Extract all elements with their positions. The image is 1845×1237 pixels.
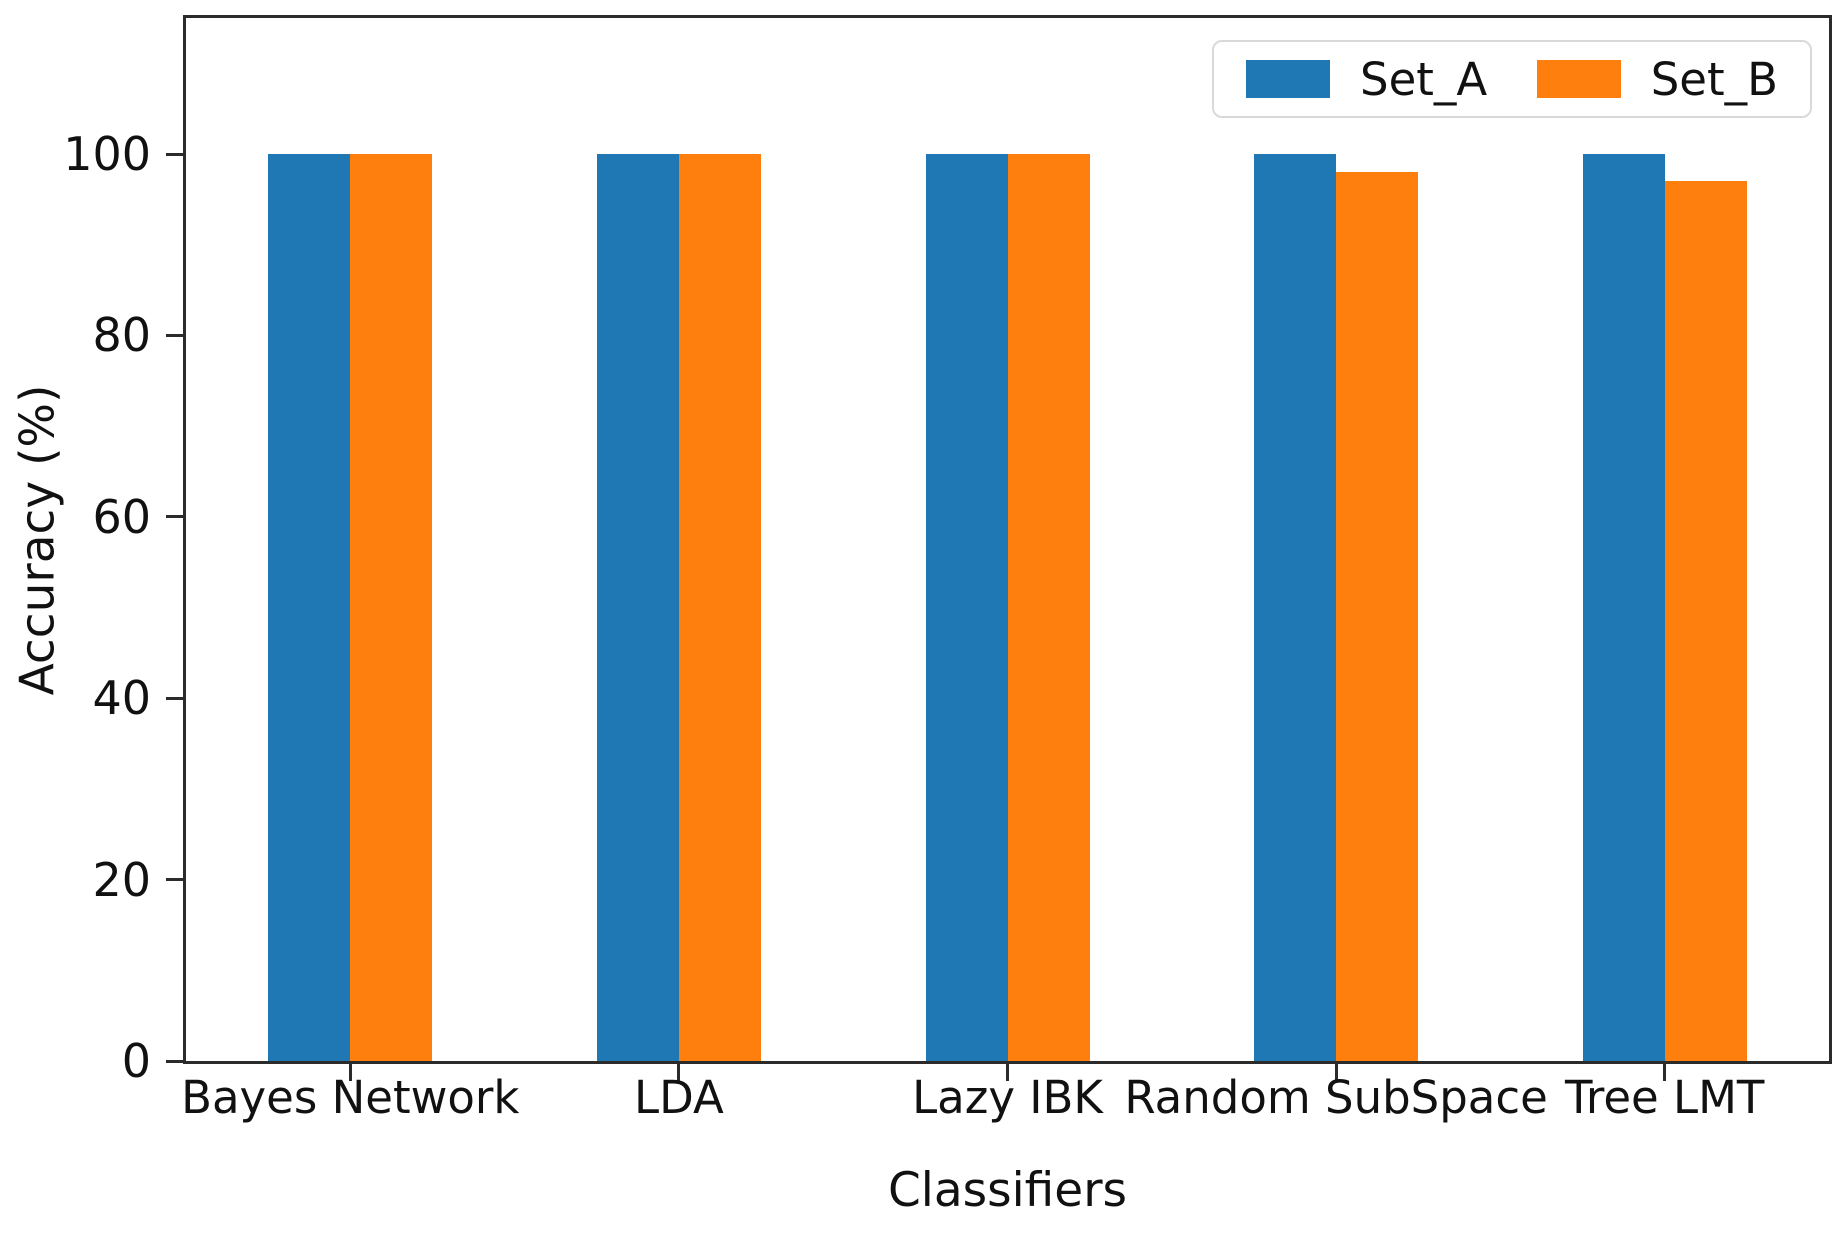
y-axis-title-text: Accuracy (%) <box>10 384 66 696</box>
bar-set_a-lazy-ibk <box>925 154 1008 1061</box>
y-tick-mark <box>166 1059 183 1063</box>
legend-label-set_b: Set_B <box>1650 52 1778 106</box>
y-tick-mark <box>166 333 183 337</box>
legend-swatch-set_b <box>1536 60 1621 98</box>
legend-swatch-set_a <box>1246 60 1330 98</box>
x-tick-mark <box>1663 1064 1667 1081</box>
x-tick-label: Bayes Network <box>181 1071 520 1124</box>
legend-entry-set_b: Set_B <box>1536 52 1778 106</box>
x-tick-mark <box>1006 1064 1009 1081</box>
plot-area: 0 20 40 60 80 100 Bayes Network LDA Lazy IBK Rand… <box>63 15 1832 1120</box>
y-tick-mark <box>166 878 183 882</box>
bar-set_b-random-subspace <box>1336 172 1419 1061</box>
bar-set_b-lda <box>678 154 761 1061</box>
bar-set_a-random-subspace <box>1254 154 1337 1061</box>
x-tick-mark <box>348 1064 352 1081</box>
y-tick-mark <box>166 515 183 519</box>
bar-set_a-lda <box>596 154 679 1061</box>
bar-set_b-tree-lmt <box>1664 181 1747 1061</box>
x-tick-label: Random SubSpace <box>1124 1071 1548 1124</box>
x-tick-mark <box>1334 1064 1338 1081</box>
x-tick-label: LDA <box>634 1071 724 1124</box>
y-tick-label: 40 <box>92 671 151 726</box>
x-tick-label: Tree LMT <box>1564 1071 1765 1124</box>
y-tick-label: 80 <box>92 308 151 363</box>
y-tick-mark <box>166 696 183 700</box>
bar-set_b-lazy-ibk <box>1007 154 1090 1061</box>
bar-set_a-tree-lmt <box>1582 154 1665 1061</box>
x-tick-label: Lazy IBK <box>912 1071 1103 1124</box>
y-tick-label: 0 <box>121 1034 151 1088</box>
legend-label-set_a: Set_A <box>1360 52 1488 106</box>
x-axis-title: Classifiers <box>887 1163 1128 1218</box>
bar-set_b-bayes-network <box>350 154 433 1061</box>
y-tick-mark <box>166 152 183 156</box>
bar-set_a-bayes-network <box>268 154 351 1061</box>
y-tick-label: 20 <box>92 852 151 907</box>
x-tick-mark <box>677 1064 681 1081</box>
legend: Set_A Set_B <box>1212 40 1812 118</box>
legend-entry-set_a: Set_A <box>1246 57 1487 102</box>
y-tick-label: 60 <box>92 489 151 544</box>
y-tick-label: 100 <box>63 127 151 182</box>
